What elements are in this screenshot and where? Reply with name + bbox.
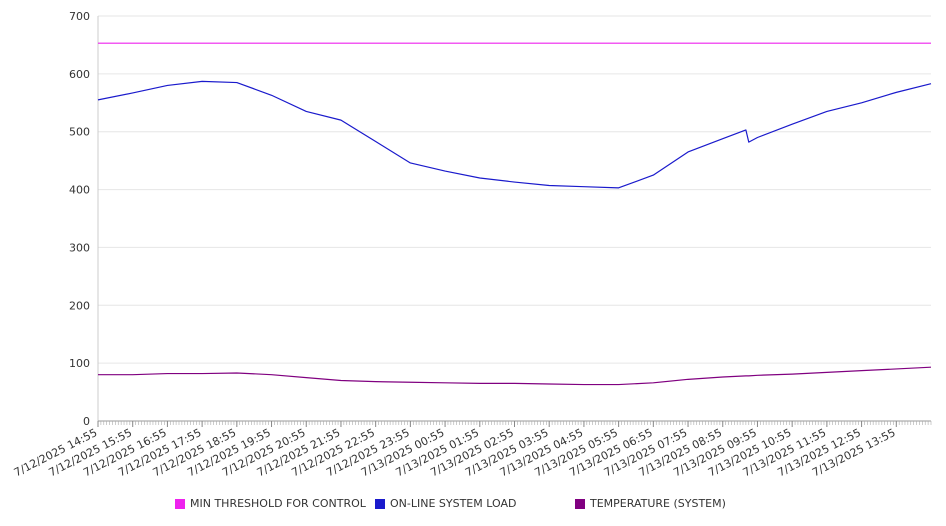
series-lines [97,42,932,386]
legend-swatch [175,498,185,509]
y-tick-label: 200 [69,299,90,312]
y-tick-label: 600 [69,68,90,81]
series-line-1 [97,80,932,189]
legend-item-min-threshold[interactable]: MIN THRESHOLD FOR CONTROL [175,497,366,510]
legend-item-system-load[interactable]: ON-LINE SYSTEM LOAD [375,497,516,510]
y-tick-label: 700 [69,10,90,23]
x-axis-ticks: 7/12/2025 14:557/12/2025 15:557/12/2025 … [12,426,898,479]
y-tick-label: 100 [69,357,90,370]
y-axis-ticks: 0 100 200 300 400 500 600 700 [69,10,90,428]
legend-label: TEMPERATURE (SYSTEM) [590,497,726,510]
y-tick-label: 500 [69,126,90,139]
grid-lines [98,15,931,364]
legend: MIN THRESHOLD FOR CONTROL ON-LINE SYSTEM… [0,497,946,515]
y-tick-label: 300 [69,241,90,254]
legend-label: MIN THRESHOLD FOR CONTROL [190,497,366,510]
legend-label: ON-LINE SYSTEM LOAD [390,497,517,510]
series-line-2 [98,366,932,386]
y-tick-label: 0 [83,415,90,428]
legend-swatch [375,498,385,509]
y-tick-label: 400 [69,184,90,197]
legend-swatch [575,498,585,509]
axes [97,16,932,427]
legend-item-temperature[interactable]: TEMPERATURE (SYSTEM) [575,497,726,510]
